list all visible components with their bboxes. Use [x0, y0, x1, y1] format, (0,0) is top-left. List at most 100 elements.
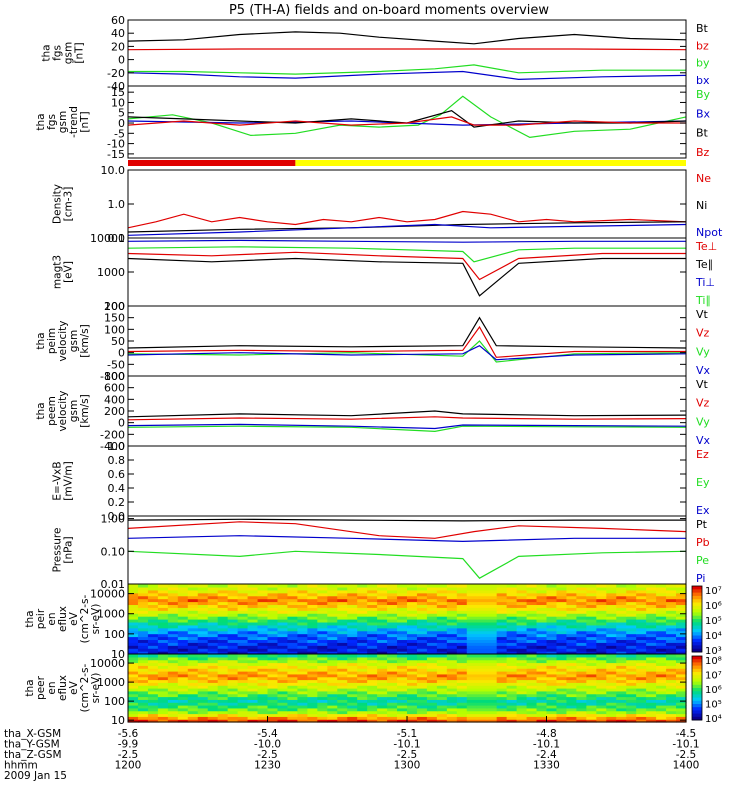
heatmap-cell [407, 584, 418, 588]
heatmap-cell [486, 619, 498, 623]
heatmap-cell [167, 688, 179, 692]
heatmap-cell [676, 589, 687, 594]
heatmap-cell [646, 699, 657, 703]
heatmap-cell [167, 598, 179, 603]
colorbar-step [692, 659, 702, 663]
heatmap-cell [147, 668, 159, 672]
heatmap-cell [506, 627, 518, 632]
legend-entry: Ni [696, 199, 707, 212]
heatmap-cell [397, 699, 408, 703]
colorbar-step [692, 628, 702, 633]
heatmap-cell [516, 616, 528, 620]
heatmap-cell [676, 592, 687, 597]
heatmap-cell [526, 659, 538, 664]
heatmap-cell [277, 621, 289, 626]
heatmap-cell [466, 685, 478, 689]
y-label-line: [eV] [63, 261, 75, 283]
heatmap-cell [128, 719, 139, 723]
heatmap-cell [486, 630, 498, 635]
heatmap-cell [137, 662, 149, 666]
heatmap-cell [466, 719, 478, 723]
heatmap-cell [466, 662, 478, 666]
heatmap-cell [177, 696, 189, 700]
heatmap-cell [446, 639, 458, 643]
heatmap-cell [656, 654, 667, 658]
heatmap-cell [187, 668, 199, 672]
heatmap-cell [387, 679, 398, 683]
heatmap-cell [506, 624, 518, 629]
y-label-line: eflux [57, 606, 69, 632]
heatmap-cell [596, 586, 607, 591]
heatmap-cell [526, 630, 538, 635]
colorbar-step [692, 602, 702, 607]
heatmap-cell [586, 645, 597, 649]
heatmap-cell [277, 654, 289, 658]
heatmap-cell [456, 633, 468, 638]
heatmap-cell [357, 699, 368, 703]
heatmap-cell [636, 619, 647, 623]
heatmap-cell [377, 619, 388, 623]
heatmap-cell [546, 696, 558, 700]
heatmap-cell [526, 662, 538, 666]
heatmap-cell [128, 716, 139, 720]
heatmap-cell [317, 702, 328, 706]
heatmap-cell [137, 624, 149, 629]
heatmap-cell [666, 586, 677, 591]
legend-entry: Vz [696, 327, 710, 340]
heatmap-cell [177, 621, 189, 626]
heatmap-cell [317, 688, 328, 692]
heatmap-cell [387, 601, 398, 606]
heatmap-cell [347, 595, 358, 600]
heatmap-cell [307, 668, 318, 672]
heatmap-cell [646, 710, 657, 715]
heatmap-cell [606, 676, 617, 681]
heatmap-cell [197, 673, 209, 678]
heatmap-cell [426, 624, 438, 629]
heatmap-cell [357, 586, 368, 591]
heatmap-cell [466, 598, 478, 603]
heatmap-cell [506, 586, 518, 591]
heatmap-cell [436, 679, 448, 683]
heatmap-cell [416, 656, 428, 661]
heatmap-cell [636, 668, 647, 672]
heatmap-cell [476, 584, 488, 588]
heatmap-cell [267, 624, 279, 629]
heatmap-cell [367, 621, 378, 626]
heatmap-cell [167, 633, 179, 638]
heatmap-cell [466, 702, 478, 706]
heatmap-cell [367, 613, 378, 617]
heatmap-cell [456, 616, 468, 620]
heatmap-cell [287, 633, 298, 638]
heatmap-cell [426, 705, 438, 709]
heatmap-cell [167, 616, 179, 620]
heatmap-cell [496, 665, 508, 669]
heatmap-cell [367, 710, 378, 715]
heatmap-cell [137, 688, 149, 692]
heatmap-cell [496, 595, 508, 600]
heatmap-cell [327, 619, 338, 623]
heatmap-cell [167, 627, 179, 632]
heatmap-cell [426, 601, 438, 606]
heatmap-cell [128, 690, 139, 695]
heatmap-cell [456, 630, 468, 635]
heatmap-cell [267, 642, 279, 646]
heatmap-cell [297, 707, 308, 712]
heatmap-cell [217, 586, 229, 591]
heatmap-cell [257, 648, 269, 652]
y-label-peem-velocity: tha peem velocity gsm [km/s] [35, 390, 91, 431]
heatmap-cell [267, 607, 279, 611]
heatmap-cell [287, 610, 298, 614]
heatmap-cell [327, 676, 338, 681]
x-row-value: -4.5 [676, 728, 697, 740]
heatmap-cell [277, 705, 289, 709]
heatmap-cell [257, 668, 269, 672]
heatmap-cell [576, 627, 587, 632]
heatmap-cell [227, 604, 239, 608]
heatmap-cell [486, 705, 498, 709]
panel-frame [127, 375, 687, 447]
x-row-value: -5.4 [257, 728, 278, 740]
heatmap-cell [616, 621, 627, 626]
heatmap-cell [307, 601, 318, 606]
heatmap-cell [287, 716, 298, 720]
heatmap-cell [267, 707, 279, 712]
